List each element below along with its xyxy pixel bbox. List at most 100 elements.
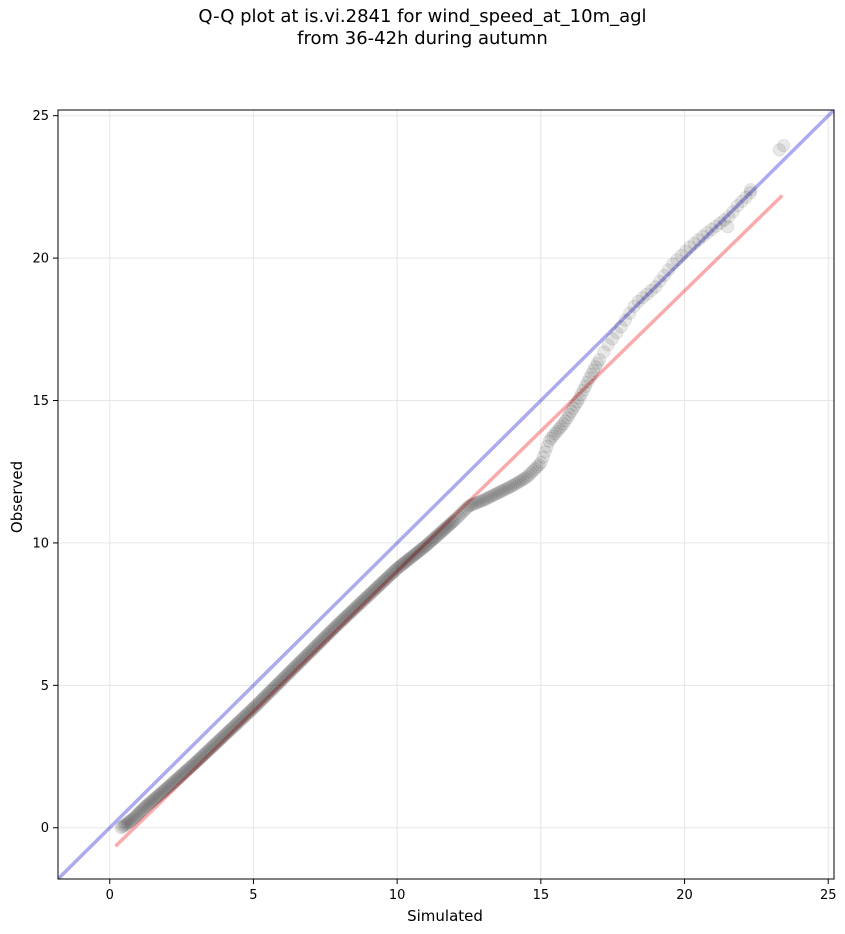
qq-point xyxy=(124,813,138,827)
qq-point xyxy=(184,759,199,773)
qq-point xyxy=(440,519,455,534)
fit-line xyxy=(114,194,784,848)
qq-point xyxy=(683,240,697,254)
qq-point xyxy=(251,697,265,711)
qq-point xyxy=(249,698,264,712)
qq-point xyxy=(400,553,414,568)
qq-point xyxy=(252,695,266,710)
qq-point xyxy=(420,537,435,552)
qq-point xyxy=(332,615,347,630)
qq-point xyxy=(496,483,510,498)
qq-point xyxy=(245,702,259,717)
qq-point xyxy=(512,475,526,489)
qq-point xyxy=(424,533,439,548)
qq-point xyxy=(179,764,193,778)
qq-point xyxy=(170,772,184,786)
qq-point xyxy=(199,746,213,760)
qq-point xyxy=(166,776,180,790)
series-layer xyxy=(58,110,834,879)
qq-point xyxy=(202,743,216,757)
qq-point xyxy=(407,548,422,562)
qq-point xyxy=(330,618,344,633)
qq-point xyxy=(133,805,147,819)
qq-point xyxy=(196,748,210,763)
qq-point xyxy=(478,492,492,507)
qq-point xyxy=(717,213,732,227)
qq-point xyxy=(383,568,397,583)
qq-point xyxy=(217,728,232,742)
qq-point xyxy=(246,701,261,715)
qq-point xyxy=(284,664,298,678)
qq-point xyxy=(730,198,745,213)
qq-point xyxy=(387,564,401,578)
qq-point xyxy=(351,598,366,612)
qq-point xyxy=(130,808,144,822)
qq-point xyxy=(350,599,364,614)
qq-point xyxy=(445,515,459,530)
qq-point xyxy=(138,799,153,814)
qq-point xyxy=(592,353,607,367)
qq-point xyxy=(355,594,370,608)
qq-point xyxy=(373,578,387,592)
qq-point xyxy=(504,479,518,494)
qq-point xyxy=(334,614,348,629)
qq-point xyxy=(743,183,758,197)
qq-point xyxy=(143,796,157,810)
qq-point xyxy=(203,741,218,756)
qq-point xyxy=(386,565,400,580)
qq-point xyxy=(360,590,374,604)
qq-point xyxy=(216,729,230,744)
qq-point xyxy=(157,783,172,798)
qq-point xyxy=(564,404,579,419)
qq-point xyxy=(126,812,140,826)
qq-point xyxy=(618,313,633,327)
qq-point xyxy=(239,708,253,722)
qq-point xyxy=(540,439,554,454)
qq-point xyxy=(572,391,587,405)
qq-point xyxy=(462,499,476,513)
qq-point xyxy=(294,654,308,668)
qq-point xyxy=(409,547,423,561)
qq-point xyxy=(709,219,723,233)
grid xyxy=(58,110,834,879)
qq-point xyxy=(305,643,320,657)
qq-point xyxy=(498,482,512,497)
qq-point xyxy=(153,787,167,801)
qq-point xyxy=(542,434,556,448)
qq-point xyxy=(190,754,205,768)
y-tick-label: 20 xyxy=(32,252,49,267)
qq-point xyxy=(220,725,235,740)
qq-point xyxy=(189,755,203,769)
qq-point xyxy=(248,699,262,714)
qq-point xyxy=(363,587,377,601)
qq-point xyxy=(544,431,558,446)
qq-point xyxy=(558,414,572,428)
qq-point xyxy=(367,583,381,597)
qq-point xyxy=(406,549,420,563)
qq-point xyxy=(474,494,488,508)
qq-point xyxy=(443,517,458,531)
qq-point xyxy=(341,607,355,622)
qq-point xyxy=(562,407,576,422)
qq-point xyxy=(281,667,295,681)
qq-point xyxy=(272,675,287,690)
qq-point xyxy=(614,320,628,334)
qq-point xyxy=(631,294,645,309)
qq-point xyxy=(449,511,464,525)
qq-point xyxy=(200,744,215,759)
qq-point xyxy=(432,527,446,541)
qq-point xyxy=(670,253,684,267)
qq-point xyxy=(276,671,291,685)
qq-point xyxy=(522,468,536,482)
qq-point xyxy=(210,735,225,749)
qq-point xyxy=(389,563,403,577)
qq-point xyxy=(328,620,343,634)
qq-point xyxy=(520,470,534,484)
qq-point xyxy=(678,244,693,258)
qq-point xyxy=(480,491,494,506)
qq-point xyxy=(713,216,727,230)
qq-point xyxy=(429,530,443,544)
qq-point xyxy=(228,718,242,733)
qq-point xyxy=(161,779,176,794)
y-tick-label: 10 xyxy=(32,536,49,551)
